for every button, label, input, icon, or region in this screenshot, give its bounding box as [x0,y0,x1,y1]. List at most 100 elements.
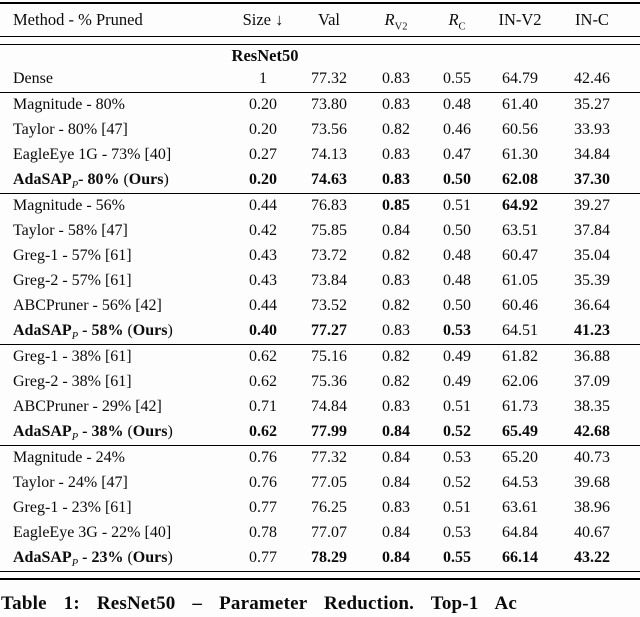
value-cell: 0.51 [443,398,471,416]
method-cell: Taylor - 58% [47] [0,219,232,244]
method-cell: ABCPruner - 56% [42] [0,294,232,319]
value-cell: 62.08 [502,171,538,189]
value-cell: 0.50 [443,297,471,315]
results-table: Method - % Pruned Size ↓ Val RV2 RC IN-V2 IN-C… [0,2,640,580]
value-cell: 35.27 [554,92,640,118]
value-cell: 73.84 [311,272,347,290]
text-part: AdaSAP [13,423,72,441]
value-cell: 75.85 [311,222,347,240]
table-row: EagleEye 1G - 73% [40] 0.27 74.13 0.83 0.47 6… [0,143,640,168]
value-cell: 0.62 [249,373,277,391]
value-cell: 35.04 [574,247,610,265]
value-cell: 0.85 [364,193,428,219]
value-cell: 62.06 [502,373,538,391]
value-cell: 77.27 [311,322,347,340]
method-cell: Greg-2 - 57% [61] [0,269,232,294]
value-cell: 37.30 [574,171,610,189]
text-part: - 58% [78,322,128,340]
value-cell: 0.44 [249,297,277,315]
method-cell: Magnitude - 56% [0,193,232,219]
value-cell: 42.46 [574,70,610,88]
value-cell: 77.07 [311,524,347,542]
text-part: Magnitude - 24% [13,449,125,467]
value-cell: 61.40 [486,92,554,118]
text-part: Greg-2 - 38% [61] [13,373,132,391]
value-cell: 74.63 [311,171,347,189]
value-cell: 43.22 [574,549,610,567]
text-part: Taylor - 58% [47] [13,222,128,240]
table-row: Magnitude - 80% 0.20 73.80 0.83 0.48 61.40 35.… [0,92,640,118]
value-cell: 40.73 [554,445,640,471]
method-subscript: P [71,331,79,343]
value-cell: 0.20 [249,171,277,189]
table-row: Dense 1 77.32 0.83 0.55 64.79 42.46 [0,67,640,93]
value-cell: 0.47 [443,146,471,164]
method-cell: EagleEye 3G - 22% [40] [0,521,232,546]
table-row: Taylor - 80% [47] 0.20 73.56 0.82 0.46 60.56 3… [0,118,640,143]
value-cell: 33.93 [574,121,610,139]
group-header-row: ResNet50 [0,45,640,68]
text-part: ABCPruner - 29% [42] [13,398,162,416]
value-cell: 42.68 [574,423,610,441]
value-cell: 0.40 [249,322,277,340]
text-part: ( [123,171,129,189]
value-cell: 0.76 [232,445,294,471]
value-cell: 1 [259,70,267,88]
text-part: EagleEye 3G - 22% [40] [13,524,172,542]
value-cell: 74.84 [311,398,347,416]
value-cell: 77.99 [311,423,347,441]
value-cell: 61.05 [502,272,538,290]
value-cell: 0.27 [249,146,277,164]
value-cell: 63.61 [502,499,538,517]
value-cell: 0.77 [249,499,277,517]
value-cell: 74.13 [311,146,347,164]
value-cell: 0.83 [382,398,410,416]
text-part: Ours [132,423,168,441]
value-cell: 0.48 [428,92,486,118]
text-part: ) [167,423,173,441]
value-cell: 0.48 [443,247,471,265]
value-cell: 0.51 [428,193,486,219]
rule-spacer [0,571,640,579]
value-cell: 0.77 [249,549,277,567]
value-cell: 35.39 [574,272,610,290]
value-cell: 76.83 [294,193,364,219]
value-cell: 0.53 [428,445,486,471]
table-row: AdaSAPP- 80% (Ours) 0.20 74.63 0.83 0.50 62.0… [0,168,640,194]
table-caption: Table 1: ResNet50 – Parameter Reduction.… [1,593,517,614]
table-header: Method - % Pruned Size ↓ Val RV2 RC IN-V2 IN-C [0,3,640,37]
rule-spacer-cell [0,36,640,45]
value-cell: 0.62 [232,344,294,370]
method-cell: AdaSAPP- 80% (Ours) [0,168,232,194]
value-cell: 0.43 [249,272,277,290]
text-part: Greg-2 - 57% [61] [13,272,132,290]
value-cell: 0.55 [443,549,471,567]
text-part: AdaSAP [13,171,72,189]
value-cell: 0.50 [443,222,471,240]
text-part: Magnitude - 56% [13,197,125,215]
table-row: EagleEye 3G - 22% [40] 0.78 77.07 0.84 0.53 6… [0,521,640,546]
value-cell: 64.84 [502,524,538,542]
method-cell: Greg-1 - 23% [61] [0,496,232,521]
text-part: Ours [132,322,168,340]
value-cell: 0.76 [249,474,277,492]
column-header: RC [428,3,486,37]
table-row: Greg-1 - 38% [61] 0.62 75.16 0.82 0.49 61.82 3… [0,344,640,370]
method-cell: Taylor - 24% [47] [0,471,232,496]
value-cell: 0.43 [249,247,277,265]
method-cell: AdaSAPP - 38% (Ours) [0,420,232,446]
rule-spacer [0,36,640,45]
value-cell: 73.72 [311,247,347,265]
text-part: Taylor - 80% [47] [13,121,128,139]
value-cell: 0.83 [364,92,428,118]
value-cell: 0.84 [382,222,410,240]
method-subscript: P [71,558,79,570]
value-cell: 60.47 [502,247,538,265]
value-cell: 40.67 [574,524,610,542]
table-row: Taylor - 58% [47] 0.42 75.85 0.84 0.50 63.51 3… [0,219,640,244]
method-subscript: P [71,180,79,192]
table-row: Greg-2 - 38% [61] 0.62 75.36 0.82 0.49 62.06 3… [0,370,640,395]
value-cell: 37.09 [574,373,610,391]
value-cell: 60.46 [502,297,538,315]
value-cell: 63.51 [502,222,538,240]
